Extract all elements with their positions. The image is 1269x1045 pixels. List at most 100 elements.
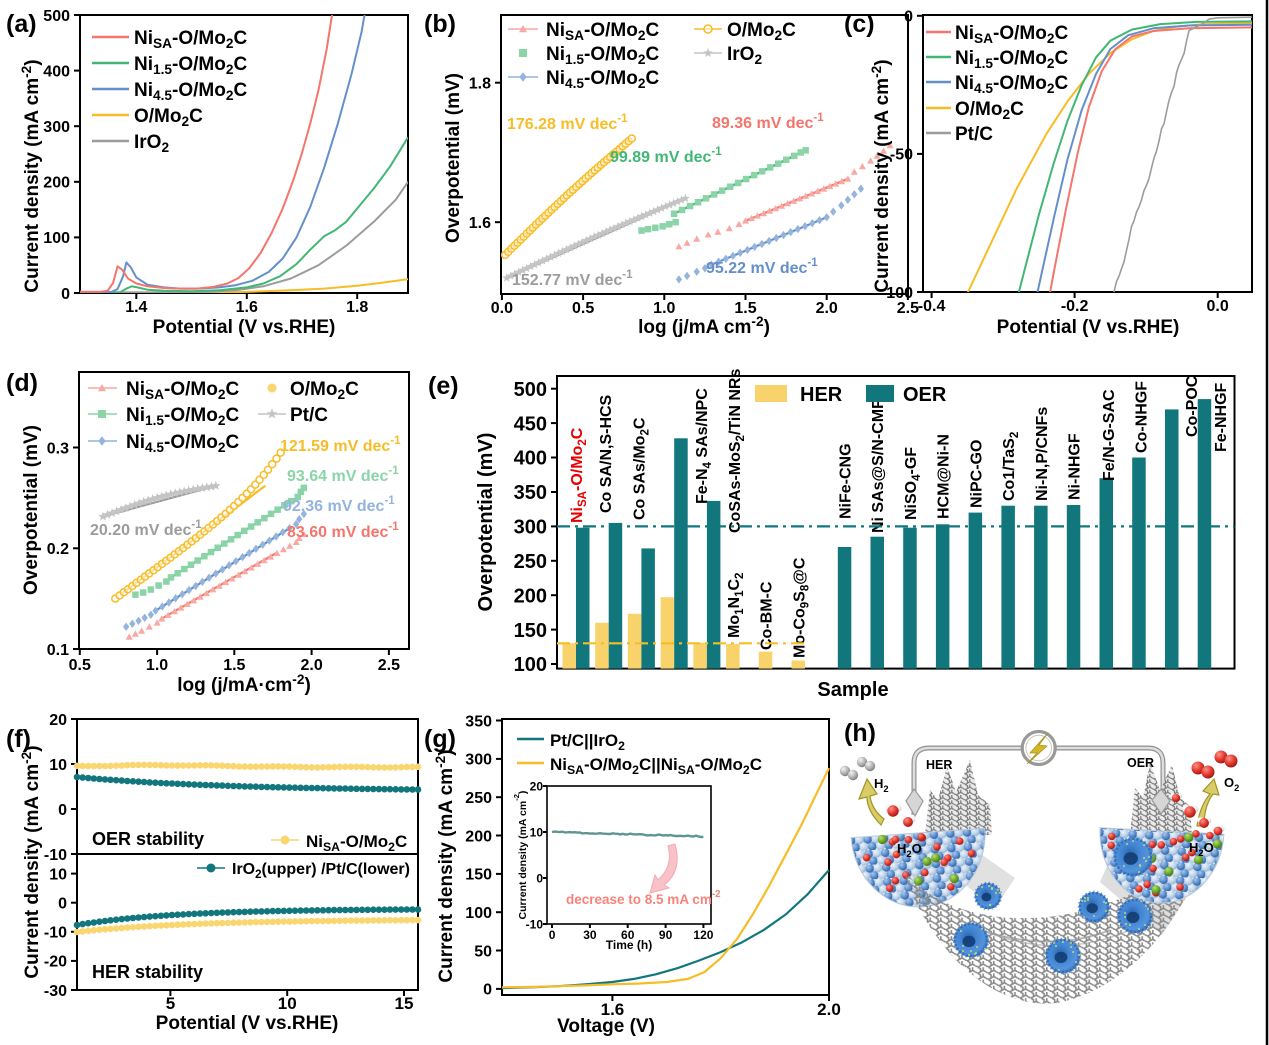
svg-text:2.0: 2.0 [817, 1000, 841, 1019]
svg-text:-10: -10 [44, 847, 67, 864]
svg-text:176.28 mV dec-1​: 176.28 mV dec-1​ [507, 113, 628, 133]
svg-text:Overpotential (mV): Overpotential (mV) [21, 425, 42, 595]
svg-text:350: 350 [465, 713, 492, 730]
svg-text:150: 150 [514, 620, 547, 642]
svg-text:OER stability: OER stability [92, 829, 204, 849]
svg-text:1.8: 1.8 [346, 299, 368, 316]
svg-text:Fe-NHGF: Fe-NHGF [1213, 382, 1230, 452]
svg-text:200: 200 [43, 175, 70, 192]
svg-text:100: 100 [465, 905, 492, 922]
svg-text:(e): (e) [428, 372, 459, 400]
svg-text:OER: OER [1127, 756, 1154, 770]
svg-text:0.0: 0.0 [1207, 298, 1229, 315]
svg-text:0: 0 [61, 286, 70, 303]
svg-text:Overpotential (mV): Overpotential (mV) [443, 73, 464, 243]
svg-text:2.5: 2.5 [897, 300, 919, 317]
svg-text:Co1/TaS2​: Co1/TaS2​ [1001, 432, 1021, 501]
svg-text:CoSAs-MoS2​/TiN NRs: CoSAs-MoS2​/TiN NRs [727, 369, 747, 533]
svg-text:-0.4: -0.4 [918, 298, 946, 315]
svg-text:300: 300 [465, 752, 492, 769]
svg-text:2.5: 2.5 [378, 657, 400, 674]
svg-text:Co-BM-C: Co-BM-C [759, 581, 776, 650]
svg-text:100: 100 [43, 230, 70, 247]
svg-text:Fe-N4​ SAs/NPC: Fe-N4​ SAs/NPC [694, 388, 714, 504]
svg-text:89.36 mV dec-1​: 89.36 mV dec-1​ [712, 112, 824, 132]
svg-text:1.4: 1.4 [125, 299, 147, 316]
svg-text:Potential (V vs.RHE): Potential (V vs.RHE) [997, 317, 1180, 338]
svg-text:20: 20 [49, 712, 67, 729]
svg-text:Potential (V vs.RHE): Potential (V vs.RHE) [153, 317, 336, 338]
svg-text:0: 0 [58, 895, 67, 912]
svg-text:500: 500 [514, 379, 547, 401]
svg-text:(d): (d) [6, 369, 38, 397]
svg-text:121.59 mV dec-1​: 121.59 mV dec-1​ [280, 435, 401, 455]
svg-text:O/Mo2​C: O/Mo2​C [134, 106, 203, 129]
svg-text:92.36 mV dec-1​: 92.36 mV dec-1​ [283, 495, 395, 515]
svg-text:NiPC-GO: NiPC-GO [968, 440, 985, 508]
svg-text:Ni SAs@S/N-CMF: Ni SAs@S/N-CMF [870, 399, 887, 533]
svg-text:400: 400 [514, 448, 547, 470]
svg-text:30: 30 [583, 928, 597, 942]
svg-text:HER: HER [800, 384, 843, 406]
svg-text:HER: HER [926, 758, 952, 772]
svg-text:0: 0 [904, 9, 913, 26]
svg-text:O/Mo2​C: O/Mo2​C [955, 99, 1024, 122]
svg-text:20.20 mV dec-1​: 20.20 mV dec-1​ [90, 519, 202, 539]
svg-text:-0.2: -0.2 [1061, 298, 1089, 315]
svg-text:152.77 mV dec-1​: 152.77 mV dec-1​ [512, 269, 633, 289]
svg-text:0.2: 0.2 [47, 541, 69, 558]
svg-text:1.6: 1.6 [601, 1000, 625, 1019]
svg-text:-20: -20 [44, 954, 67, 971]
svg-text:(c): (c) [844, 10, 875, 38]
svg-text:350: 350 [514, 482, 547, 504]
svg-text:120: 120 [693, 928, 713, 942]
svg-text:H2​O: H2​O [897, 841, 922, 859]
svg-text:83.60 mV dec-1​: 83.60 mV dec-1​ [287, 521, 399, 541]
svg-text:10: 10 [530, 825, 544, 839]
svg-text:(h): (h) [844, 719, 876, 747]
svg-text:Ni-NHGF: Ni-NHGF [1067, 433, 1084, 500]
svg-text:0: 0 [549, 928, 556, 942]
svg-text:-100: -100 [881, 285, 913, 302]
svg-text:0: 0 [58, 802, 67, 819]
svg-text:0.5: 0.5 [572, 300, 594, 317]
svg-text:0.0: 0.0 [491, 300, 513, 317]
svg-text:200: 200 [465, 828, 492, 845]
svg-text:1.6: 1.6 [469, 215, 491, 232]
svg-text:2.0: 2.0 [816, 300, 838, 317]
svg-text:93.64 mV dec-1​: 93.64 mV dec-1​ [287, 465, 399, 485]
svg-text:Current density (mA cm-2​): Current density (mA cm-2​) [433, 749, 457, 982]
svg-text:20: 20 [530, 779, 544, 793]
svg-text:450: 450 [514, 413, 547, 435]
svg-text:Co SAs/Mo2​C: Co SAs/Mo2​C [632, 417, 652, 520]
svg-text:Potential (V vs.RHE): Potential (V vs.RHE) [156, 1013, 339, 1034]
svg-text:1.5: 1.5 [223, 657, 245, 674]
svg-text:90: 90 [659, 928, 673, 942]
svg-text:IrO2​(upper) /Pt/C(lower): IrO2​(upper) /Pt/C(lower) [232, 861, 410, 881]
svg-text:HER stability: HER stability [92, 962, 203, 982]
svg-text:50: 50 [474, 943, 492, 960]
svg-text:IrO2​: IrO2​ [134, 132, 169, 155]
svg-text:Pt/C: Pt/C [290, 405, 328, 426]
svg-text:Fe/N-G-SAC: Fe/N-G-SAC [1101, 389, 1118, 481]
svg-text:(g): (g) [424, 725, 456, 753]
svg-text:Pt/C||IrO2​: Pt/C||IrO2​ [550, 731, 625, 753]
svg-text:H2​O: H2​O [1189, 840, 1214, 858]
svg-text:decrease to 8.5 mA cm-2​: decrease to 8.5 mA cm-2​ [566, 889, 721, 907]
svg-text:O/Mo2​C: O/Mo2​C [727, 20, 796, 43]
svg-text:1.0: 1.0 [653, 300, 675, 317]
svg-text:HCM@Ni-N: HCM@Ni-N [936, 434, 953, 519]
svg-text:0.1: 0.1 [47, 642, 69, 659]
svg-text:100: 100 [514, 654, 547, 676]
svg-text:60: 60 [621, 928, 635, 942]
svg-text:2.0: 2.0 [300, 657, 322, 674]
svg-text:Co SA/N,S-HCS: Co SA/N,S-HCS [598, 394, 615, 513]
svg-text:O/Mo2​C: O/Mo2​C [290, 379, 359, 402]
svg-text:-10: -10 [44, 925, 67, 942]
svg-text:IrO2​: IrO2​ [727, 44, 762, 67]
svg-text:(b): (b) [424, 10, 456, 38]
svg-text:Mo1​N1​C2​: Mo1​N1​C2​ [726, 573, 746, 638]
svg-text:-10: -10 [526, 917, 544, 931]
svg-text:Ni-N,P/CNFs: Ni-N,P/CNFs [1034, 407, 1051, 501]
svg-text:Overpotential (mV): Overpotential (mV) [475, 433, 497, 612]
